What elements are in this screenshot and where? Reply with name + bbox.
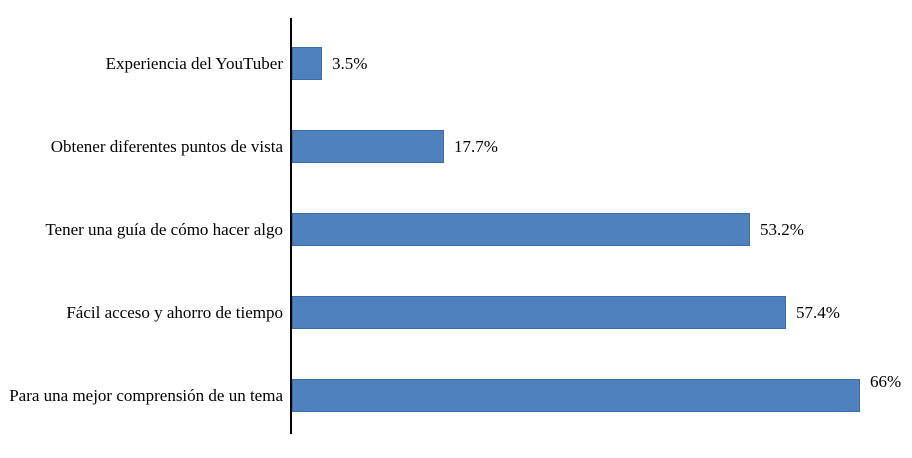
value-label: 66% bbox=[870, 372, 902, 391]
bar bbox=[292, 47, 322, 80]
category-label: Obtener diferentes puntos de vista bbox=[50, 137, 283, 156]
bar bbox=[292, 130, 444, 163]
bar bbox=[292, 213, 750, 246]
bar-row: Experiencia del YouTuber 3.5% bbox=[0, 47, 912, 80]
bar-row: Tener una guía de cómo hacer algo 53.2% bbox=[0, 213, 912, 246]
value-label: 53.2% bbox=[760, 220, 804, 239]
category-label: Tener una guía de cómo hacer algo bbox=[45, 220, 283, 239]
bar bbox=[292, 296, 786, 329]
bar-row: Obtener diferentes puntos de vista 17.7% bbox=[0, 130, 912, 163]
bar-row: Para una mejor comprensión de un tema 66… bbox=[0, 372, 912, 412]
category-label: Para una mejor comprensión de un tema bbox=[9, 386, 283, 405]
category-label: Experiencia del YouTuber bbox=[105, 54, 283, 73]
bar-row: Fácil acceso y ahorro de tiempo 57.4% bbox=[0, 296, 912, 329]
value-label: 57.4% bbox=[796, 303, 840, 322]
value-label: 3.5% bbox=[332, 54, 368, 73]
value-label: 17.7% bbox=[454, 137, 498, 156]
vertical-axis-line bbox=[290, 18, 292, 434]
category-label: Fácil acceso y ahorro de tiempo bbox=[66, 303, 283, 322]
bar bbox=[292, 379, 860, 412]
